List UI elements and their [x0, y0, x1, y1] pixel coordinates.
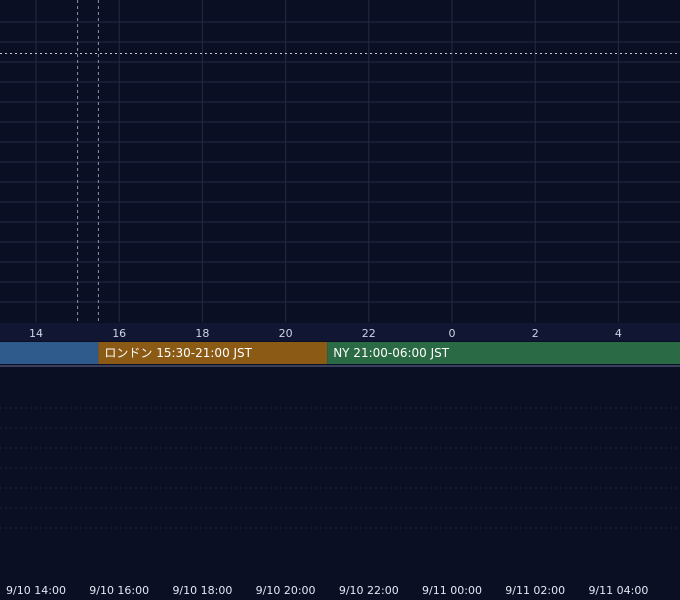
date-tick-label: 9/11 02:00	[505, 584, 565, 597]
hour-tick-label: 18	[195, 327, 209, 340]
session-bar: ロンドン 15:30-21:00 JST NY 21:00-06:00 JST	[0, 342, 680, 367]
session-label-london: ロンドン 15:30-21:00 JST	[104, 346, 252, 360]
date-tick-label: 9/10 16:00	[89, 584, 149, 597]
session-tokyo	[0, 342, 99, 364]
session-ny	[327, 342, 680, 364]
oscillator-grid	[0, 407, 680, 529]
hour-tick-label: 0	[449, 327, 456, 340]
hour-axis: 14 16 18 20 22 0 2 4	[0, 323, 680, 341]
date-tick-label: 9/10 18:00	[172, 584, 232, 597]
hour-tick-label: 16	[112, 327, 126, 340]
price-grid	[0, 0, 680, 322]
date-tick-label: 9/10 14:00	[6, 584, 66, 597]
date-axis: 9/10 14:00 9/10 16:00 9/10 18:00 9/10 20:00…	[6, 584, 648, 597]
date-tick-label: 9/10 20:00	[256, 584, 316, 597]
date-tick-label: 9/10 22:00	[339, 584, 399, 597]
date-tick-label: 9/11 00:00	[422, 584, 482, 597]
hour-tick-label: 14	[29, 327, 43, 340]
hour-tick-label: 4	[615, 327, 622, 340]
hour-tick-label: 22	[362, 327, 376, 340]
session-label-ny: NY 21:00-06:00 JST	[333, 346, 450, 360]
hour-tick-label: 20	[279, 327, 293, 340]
hour-axis-background	[0, 323, 680, 341]
date-tick-label: 9/11 04:00	[588, 584, 648, 597]
session-london	[98, 342, 328, 364]
hour-tick-label: 2	[532, 327, 539, 340]
